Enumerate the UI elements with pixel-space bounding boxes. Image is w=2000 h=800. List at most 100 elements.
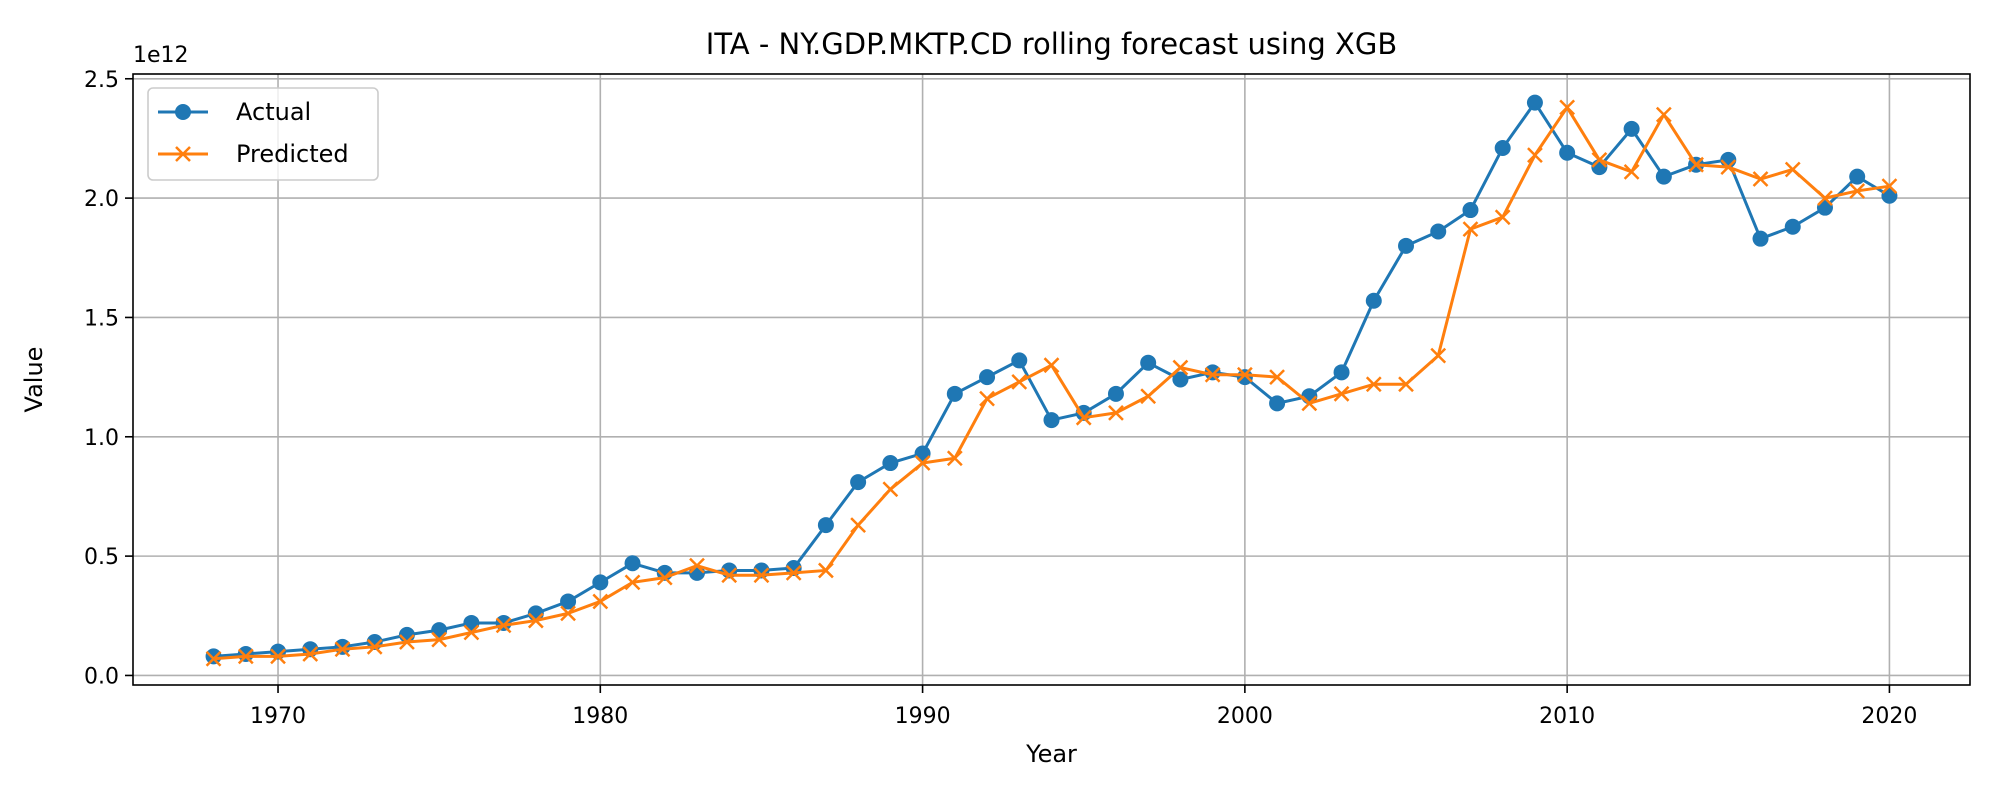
data-point-predicted bbox=[1817, 190, 1833, 206]
x-axis-label: Year bbox=[1025, 740, 1077, 768]
data-point-predicted bbox=[237, 648, 254, 665]
data-point-predicted bbox=[399, 634, 415, 650]
y-tick-label: 1.0 bbox=[84, 426, 119, 451]
plot-frame bbox=[132, 73, 1971, 686]
data-point-predicted bbox=[1140, 388, 1157, 405]
data-point-predicted bbox=[1752, 171, 1769, 187]
data-point-predicted bbox=[1204, 366, 1221, 383]
data-point-predicted bbox=[1623, 163, 1640, 180]
y-offset-label: 1e12 bbox=[133, 43, 189, 68]
x-tick-label: 2020 bbox=[1861, 704, 1917, 729]
data-point-actual bbox=[1107, 385, 1124, 402]
data-point-actual bbox=[1752, 230, 1769, 247]
y-tick-label: 2.0 bbox=[84, 187, 119, 212]
data-point-actual bbox=[1849, 168, 1866, 185]
data-point-predicted bbox=[1108, 405, 1124, 421]
data-point-predicted bbox=[302, 646, 319, 662]
data-point-predicted bbox=[334, 641, 351, 658]
x-tick-label: 1990 bbox=[895, 704, 951, 729]
data-point-predicted bbox=[689, 557, 705, 574]
chart-title: ITA - NY.GDP.MKTP.CD rolling forecast us… bbox=[706, 27, 1397, 61]
y-tick-label: 2.5 bbox=[84, 68, 119, 93]
legend-label: Predicted bbox=[236, 140, 349, 168]
data-point-actual bbox=[1559, 144, 1576, 161]
data-point-predicted bbox=[495, 617, 512, 634]
data-point-predicted bbox=[1591, 152, 1608, 168]
series-layer bbox=[205, 94, 1898, 667]
data-point-actual bbox=[1140, 354, 1157, 371]
data-point-actual bbox=[237, 645, 254, 662]
data-point-actual bbox=[850, 474, 867, 491]
legend: Actual Predicted bbox=[147, 87, 379, 181]
data-point-actual bbox=[1236, 369, 1253, 386]
data-point-predicted bbox=[560, 605, 576, 622]
data-point-predicted bbox=[818, 562, 834, 579]
data-point-predicted bbox=[1043, 357, 1060, 374]
data-point-predicted bbox=[270, 648, 286, 665]
data-point-actual bbox=[1655, 168, 1672, 185]
ticks: 1970 1980 1990 2000 2010 2020 0.0 0.5 1.0 1.5 2.0 2… bbox=[84, 68, 1917, 729]
data-point-actual bbox=[624, 555, 641, 572]
data-point-predicted bbox=[1462, 221, 1479, 238]
data-point-predicted bbox=[1333, 385, 1350, 402]
data-point-predicted bbox=[1172, 359, 1189, 376]
data-point-actual bbox=[1462, 202, 1479, 219]
data-point-predicted bbox=[1527, 147, 1543, 164]
data-point-predicted bbox=[1849, 183, 1866, 199]
x-tick-label: 2000 bbox=[1217, 704, 1273, 729]
legend-entry-actual: Actual bbox=[158, 98, 311, 126]
data-point-predicted bbox=[656, 569, 673, 586]
data-point-predicted bbox=[946, 450, 963, 467]
data-point-predicted bbox=[1494, 209, 1511, 226]
data-point-actual bbox=[592, 574, 609, 591]
data-point-actual bbox=[946, 385, 963, 402]
data-point-actual bbox=[1365, 292, 1382, 309]
data-point-predicted bbox=[431, 631, 448, 648]
data-point-predicted bbox=[979, 390, 995, 407]
data-point-actual bbox=[1011, 352, 1028, 369]
data-point-actual bbox=[1784, 218, 1801, 235]
data-point-predicted bbox=[785, 564, 802, 581]
data-point-predicted bbox=[721, 567, 738, 584]
y-tick-label: 0.0 bbox=[84, 664, 119, 689]
data-point-predicted bbox=[1011, 374, 1028, 390]
data-point-actual bbox=[1623, 120, 1640, 137]
data-point-predicted bbox=[1430, 347, 1447, 364]
legend-marker bbox=[175, 146, 191, 162]
data-point-actual bbox=[205, 648, 222, 665]
data-point-predicted bbox=[1688, 156, 1704, 173]
data-point-predicted bbox=[882, 481, 899, 498]
data-point-predicted bbox=[624, 574, 641, 591]
data-point-predicted bbox=[1365, 376, 1382, 393]
data-point-predicted bbox=[1269, 369, 1285, 385]
data-point-predicted bbox=[1398, 376, 1414, 393]
data-point-actual bbox=[1494, 139, 1511, 156]
y-tick-label: 0.5 bbox=[84, 545, 119, 570]
data-point-predicted bbox=[1559, 99, 1576, 116]
data-point-predicted bbox=[592, 593, 609, 610]
data-point-actual bbox=[334, 638, 351, 655]
data-point-actual bbox=[1333, 364, 1350, 381]
y-axis-label: Value bbox=[20, 347, 48, 413]
data-point-actual bbox=[1172, 371, 1189, 388]
x-tick-label: 2010 bbox=[1539, 704, 1595, 729]
data-point-predicted bbox=[914, 455, 931, 471]
data-point-predicted bbox=[366, 638, 383, 655]
data-point-predicted bbox=[463, 624, 480, 641]
legend-entry-predicted: Predicted bbox=[158, 140, 349, 168]
data-point-predicted bbox=[1236, 366, 1253, 383]
legend-marker bbox=[175, 104, 191, 120]
data-point-actual bbox=[495, 614, 512, 631]
data-point-predicted bbox=[850, 517, 867, 533]
data-point-predicted bbox=[1655, 106, 1672, 123]
data-point-actual bbox=[1398, 237, 1415, 254]
data-point-actual bbox=[1526, 94, 1543, 111]
data-point-actual bbox=[817, 517, 834, 534]
data-point-actual bbox=[1043, 412, 1060, 429]
data-point-actual bbox=[1204, 364, 1221, 381]
data-point-predicted bbox=[1075, 409, 1092, 426]
data-point-predicted bbox=[1301, 395, 1318, 412]
data-point-actual bbox=[979, 369, 996, 386]
data-point-actual bbox=[1430, 223, 1447, 240]
